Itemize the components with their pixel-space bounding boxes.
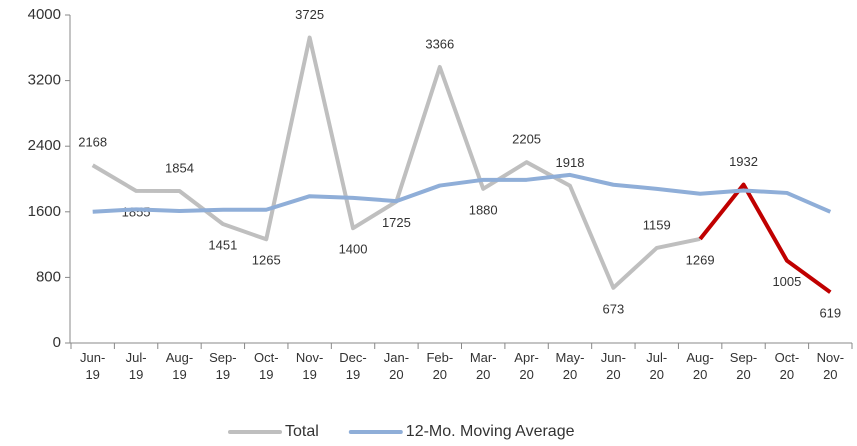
x-tick-label: Sep-19 [209, 350, 236, 382]
y-tick-label: 0 [53, 334, 61, 351]
x-tick-label: Dec-19 [339, 350, 366, 382]
x-tick-label: Sep-20 [730, 350, 757, 382]
data-label: 1725 [382, 215, 411, 230]
legend-label: 12-Mo. Moving Average [406, 423, 575, 440]
data-label: 2205 [512, 132, 541, 147]
data-label: 1265 [252, 253, 281, 268]
data-label: 1269 [686, 252, 715, 267]
highlight-line [698, 182, 832, 294]
y-tick-label: 4000 [28, 6, 61, 23]
x-tick-label: Mar-20 [470, 350, 497, 382]
data-label: 1932 [729, 154, 758, 169]
x-tick-label: Oct-20 [775, 350, 800, 382]
data-label: 3725 [295, 7, 324, 22]
data-label: 673 [603, 301, 625, 316]
x-tick-label: Nov-19 [296, 350, 323, 382]
x-tick-label: May-20 [556, 350, 585, 382]
x-tick-label: Jun-19 [80, 350, 105, 382]
y-tick-label: 2400 [28, 137, 61, 154]
y-tick-label: 1600 [28, 203, 61, 220]
x-tick-label: Apr-20 [514, 350, 539, 382]
x-tick-label: Oct-19 [254, 350, 279, 382]
data-label: 3366 [425, 36, 454, 51]
data-label: 2168 [78, 135, 107, 150]
x-tick-label: Aug-20 [686, 350, 713, 382]
data-label: 1005 [772, 274, 801, 289]
legend-label: Total [285, 423, 319, 440]
data-label: 1854 [165, 160, 194, 175]
data-label: 1159 [643, 217, 671, 232]
x-tick-label: Jul-20 [646, 350, 667, 382]
series-line [92, 172, 832, 214]
data-label: 1880 [469, 202, 498, 217]
data-label: 1451 [208, 237, 237, 252]
x-tick-label: Jan-20 [384, 350, 409, 382]
data-label: 619 [819, 306, 841, 321]
x-tick-label: Jun-20 [601, 350, 626, 382]
x-tick-label: Aug-19 [166, 350, 193, 382]
data-label: 1918 [556, 155, 585, 170]
x-tick-label: Jul-19 [126, 350, 147, 382]
y-tick-label: 800 [36, 268, 61, 285]
data-label: 1400 [339, 242, 368, 257]
y-tick-label: 3200 [28, 72, 61, 89]
x-tick-label: Nov-20 [817, 350, 844, 382]
x-tick-label: Feb-20 [426, 350, 453, 382]
